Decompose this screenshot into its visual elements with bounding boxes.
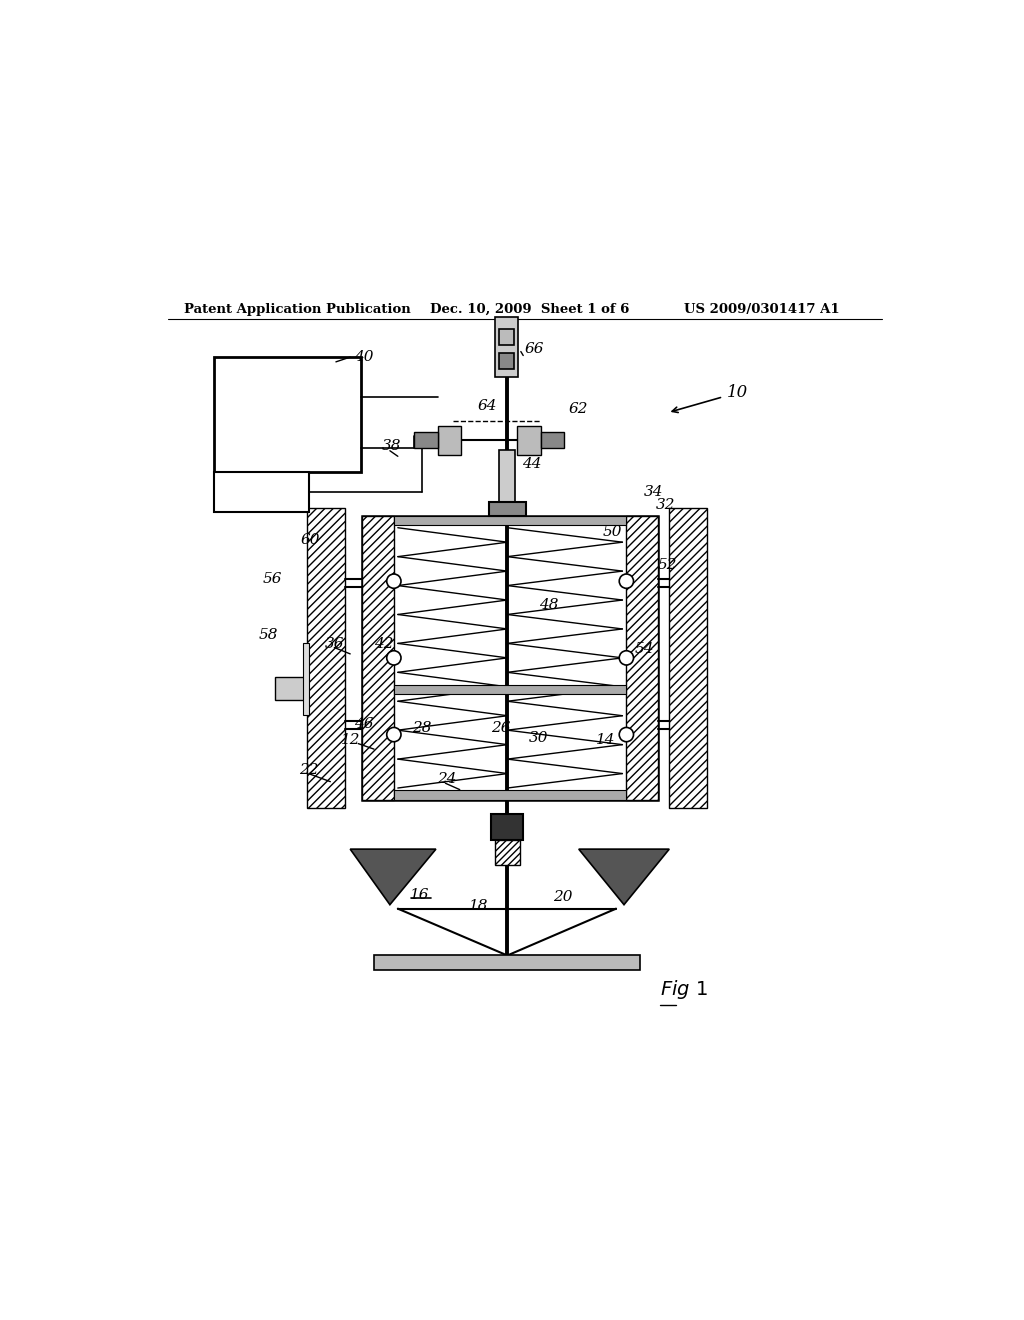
Circle shape [387, 574, 401, 589]
Text: 56: 56 [263, 573, 283, 586]
Bar [437, 426, 461, 454]
Text: 42: 42 [374, 638, 393, 651]
Text: Dec. 10, 2009  Sheet 1 of 6: Dec. 10, 2009 Sheet 1 of 6 [430, 304, 629, 315]
Bar [489, 502, 525, 516]
Text: 34: 34 [644, 484, 664, 499]
Bar [306, 508, 345, 808]
Text: Patent Application Publication: Patent Application Publication [183, 304, 411, 315]
Bar [499, 354, 514, 370]
Circle shape [620, 574, 634, 589]
Bar [495, 840, 520, 865]
Text: 10: 10 [727, 384, 749, 401]
Text: 32: 32 [655, 499, 675, 512]
Bar [492, 814, 523, 840]
Text: 18: 18 [469, 899, 488, 913]
Text: 26: 26 [492, 721, 511, 735]
Text: 44: 44 [522, 457, 542, 471]
Text: 62: 62 [568, 403, 588, 417]
Circle shape [387, 727, 401, 742]
Circle shape [620, 727, 634, 742]
Polygon shape [350, 849, 436, 904]
Text: 52: 52 [657, 558, 677, 572]
Bar [499, 329, 514, 346]
Bar [214, 358, 360, 473]
Circle shape [387, 651, 401, 665]
Text: $\mathit{F}$$\mathit{ig\ 1}$: $\mathit{F}$$\mathit{ig\ 1}$ [659, 978, 708, 1002]
Text: 14: 14 [596, 733, 615, 747]
Text: 30: 30 [528, 731, 548, 744]
Text: 28: 28 [412, 721, 431, 735]
Text: 24: 24 [437, 772, 457, 787]
Circle shape [620, 651, 634, 665]
Bar [214, 473, 309, 512]
Text: 12: 12 [341, 733, 360, 747]
Text: 66: 66 [524, 342, 545, 356]
Text: 60: 60 [301, 533, 321, 546]
Bar [627, 516, 658, 800]
Polygon shape [579, 849, 670, 904]
Bar [500, 450, 515, 502]
Bar [495, 317, 518, 378]
Text: 38: 38 [382, 440, 401, 453]
Bar [517, 426, 541, 454]
Bar [670, 508, 708, 808]
Bar [274, 677, 306, 701]
Text: 20: 20 [553, 890, 572, 904]
Text: 36: 36 [325, 638, 344, 651]
Bar [394, 791, 627, 800]
Text: 22: 22 [299, 763, 318, 776]
Text: 16: 16 [410, 888, 429, 902]
Bar [414, 433, 437, 449]
Bar [362, 516, 394, 800]
Text: 54: 54 [634, 642, 653, 656]
Text: 64: 64 [477, 399, 497, 413]
Bar [362, 516, 658, 800]
Bar [303, 643, 309, 714]
Text: 50: 50 [602, 525, 622, 540]
Bar [541, 433, 564, 449]
Text: 46: 46 [354, 717, 374, 731]
Text: 40: 40 [354, 350, 374, 364]
Bar [374, 956, 640, 970]
Text: US 2009/0301417 A1: US 2009/0301417 A1 [684, 304, 839, 315]
Bar [394, 685, 627, 694]
Bar [394, 516, 627, 525]
Text: 58: 58 [259, 628, 279, 642]
Text: 48: 48 [539, 598, 558, 611]
